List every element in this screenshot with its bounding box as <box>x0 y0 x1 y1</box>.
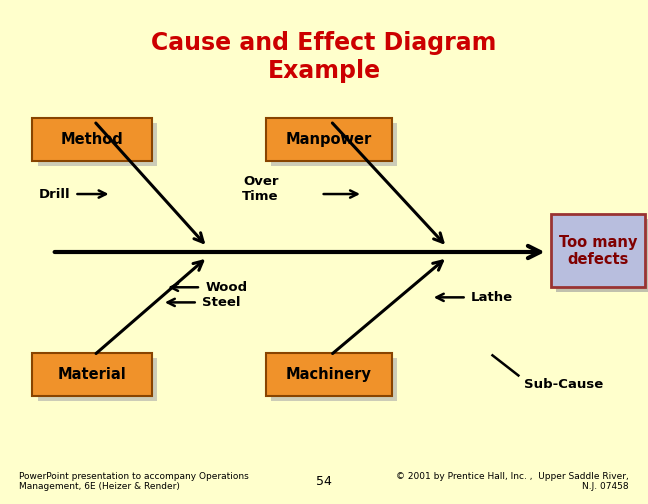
Text: Over
Time: Over Time <box>242 175 279 203</box>
FancyBboxPatch shape <box>32 118 152 161</box>
Text: Sub-Cause: Sub-Cause <box>524 378 603 391</box>
Text: Too many
defects: Too many defects <box>559 234 637 267</box>
FancyBboxPatch shape <box>551 214 645 287</box>
Text: Manpower: Manpower <box>286 133 372 147</box>
FancyBboxPatch shape <box>556 219 648 292</box>
FancyBboxPatch shape <box>32 353 152 396</box>
FancyBboxPatch shape <box>271 358 397 401</box>
Text: PowerPoint presentation to accompany Operations
Management, 6E (Heizer & Render): PowerPoint presentation to accompany Ope… <box>19 472 249 491</box>
Text: © 2001 by Prentice Hall, Inc. ,  Upper Saddle River,
N.J. 07458: © 2001 by Prentice Hall, Inc. , Upper Sa… <box>396 472 629 491</box>
FancyBboxPatch shape <box>38 358 157 401</box>
Text: Method: Method <box>61 133 124 147</box>
Text: 54: 54 <box>316 475 332 488</box>
Text: Cause and Effect Diagram: Cause and Effect Diagram <box>152 31 496 55</box>
Text: Material: Material <box>58 367 127 382</box>
Text: Example: Example <box>268 58 380 83</box>
Text: Steel: Steel <box>202 296 240 309</box>
FancyBboxPatch shape <box>266 118 392 161</box>
Text: Drill: Drill <box>38 187 70 201</box>
Text: Machinery: Machinery <box>286 367 372 382</box>
Text: Lathe: Lathe <box>471 291 513 304</box>
FancyBboxPatch shape <box>271 123 397 166</box>
FancyBboxPatch shape <box>266 353 392 396</box>
Text: Wood: Wood <box>206 281 248 294</box>
FancyBboxPatch shape <box>38 123 157 166</box>
